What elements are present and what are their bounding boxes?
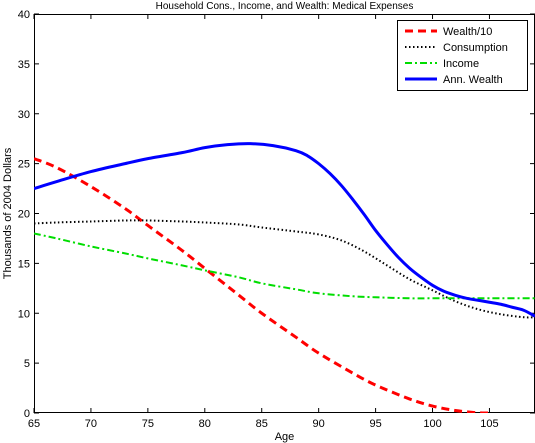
x-tick-label: 65 (28, 418, 40, 430)
x-tick-label: 70 (85, 418, 97, 430)
y-tick-label: 30 (18, 109, 30, 121)
axis-ticks: 65 70 75 80 85 90 95 100 105 0 5 10 15 20 25 30 35 40 (18, 9, 535, 430)
y-tick-label: 25 (18, 159, 30, 171)
y-tick-label: 40 (18, 9, 30, 21)
series-line-income (34, 232, 535, 300)
y-tick-label: 20 (18, 209, 30, 221)
series-line-consumption (34, 219, 535, 319)
y-tick-label: 0 (24, 408, 30, 420)
x-tick-label: 100 (423, 418, 441, 430)
x-axis-title: Age (275, 431, 295, 443)
legend-label: Consumption (443, 42, 508, 54)
x-tick-label: 75 (142, 418, 154, 430)
legend-label: Income (443, 58, 479, 70)
series-layer (34, 142, 535, 413)
y-tick-label: 35 (18, 59, 30, 71)
x-tick-label: 80 (199, 418, 211, 430)
series-line-wealth-10 (34, 157, 490, 413)
y-tick-label: 5 (24, 358, 30, 370)
legend: Wealth/10 Consumption Income Ann. Wealth (397, 20, 528, 91)
y-axis-title: Thousands of 2004 Dollars (2, 147, 14, 279)
x-tick-label: 90 (313, 418, 325, 430)
x-tick-label: 95 (369, 418, 381, 430)
x-tick-label: 85 (256, 418, 268, 430)
y-tick-label: 10 (18, 308, 30, 320)
legend-label: Wealth/10 (443, 26, 492, 38)
legend-label: Ann. Wealth (443, 74, 503, 86)
chart-title: Household Cons., Income, and Wealth: Med… (156, 1, 414, 12)
series-line-ann-wealth (34, 142, 535, 318)
x-tick-label: 105 (480, 418, 498, 430)
y-tick-label: 15 (18, 258, 30, 270)
